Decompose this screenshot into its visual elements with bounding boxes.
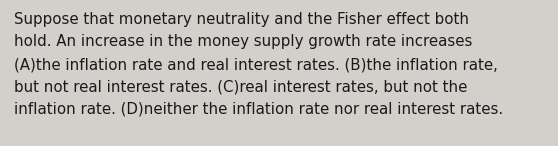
Text: hold. An increase in the money supply growth rate increases: hold. An increase in the money supply gr… <box>14 34 473 49</box>
Text: but not real interest rates. (C)real interest rates, but not the: but not real interest rates. (C)real int… <box>14 80 468 94</box>
Text: (A)the inflation rate and real interest rates. (B)the inflation rate,: (A)the inflation rate and real interest … <box>14 57 498 72</box>
Text: Suppose that monetary neutrality and the Fisher effect both: Suppose that monetary neutrality and the… <box>14 12 469 27</box>
Text: inflation rate. (D)neither the inflation rate nor real interest rates.: inflation rate. (D)neither the inflation… <box>14 102 503 117</box>
